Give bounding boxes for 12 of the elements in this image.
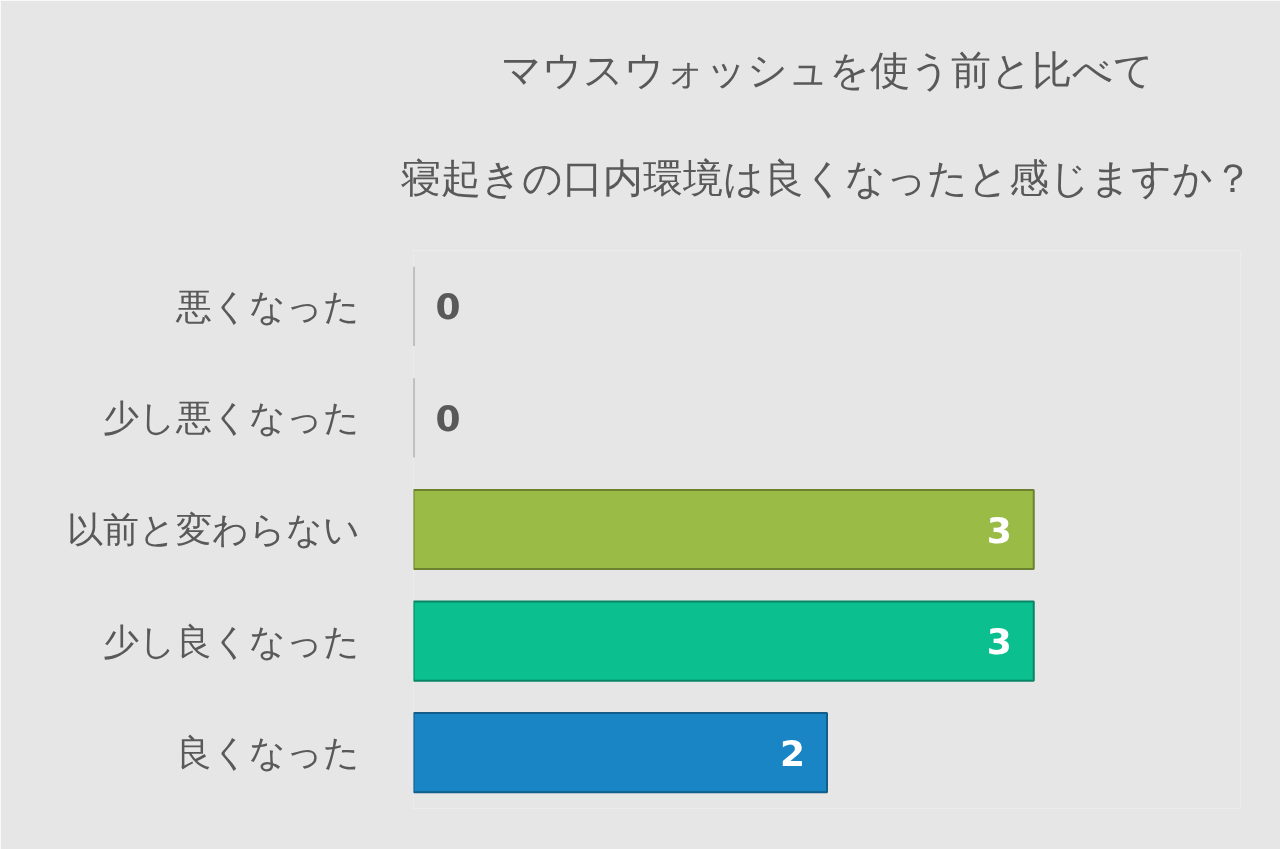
y-tick-label: 少し良くなった — [102, 620, 360, 662]
data-label: 3 — [986, 509, 1012, 551]
data-label: 0 — [435, 397, 461, 439]
data-label: 0 — [435, 286, 461, 328]
y-tick-label: 悪くなった — [174, 285, 360, 327]
y-tick-label: 良くなった — [175, 732, 360, 774]
y-tick-label: 少し悪くなった — [102, 397, 360, 439]
chart-subtitle: 寝起きの口内環境は良くなったと感じますか？ — [401, 154, 1253, 201]
data-label: 2 — [779, 732, 806, 774]
chart-title: マウスウォッシュを使う前と比べて — [500, 47, 1154, 93]
y-tick-label: 以前と変わらない — [66, 509, 360, 550]
data-label: 3 — [986, 621, 1012, 663]
